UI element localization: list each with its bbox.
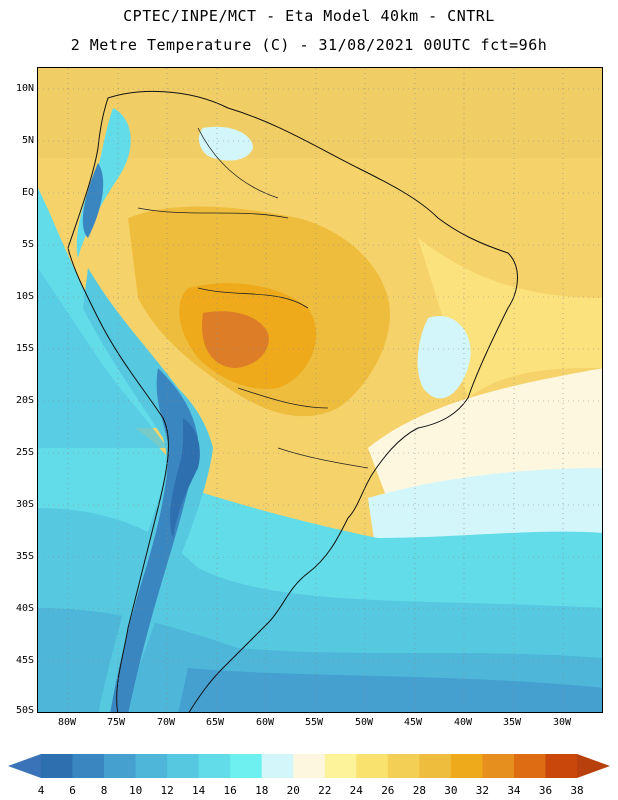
colorbar-label: 38 (570, 784, 584, 797)
tropical-band (38, 68, 602, 158)
lon-label-55w: 55W (304, 717, 324, 728)
lon-label-50w: 50W (354, 717, 374, 728)
lat-label-35s: 35S (15, 551, 34, 562)
colorbar-swatch (419, 754, 452, 778)
colorbar-swatch (482, 754, 515, 778)
map-canvas (38, 68, 602, 712)
lon-label-40w: 40W (453, 717, 473, 728)
colorbar-swatch (450, 754, 483, 778)
lon-label-60w: 60W (255, 717, 275, 728)
colorbar-low-arrow (8, 754, 41, 778)
lon-label-30w: 30W (552, 717, 572, 728)
colorbar-swatch (104, 754, 137, 778)
hottest-core (202, 311, 269, 368)
lat-label-25s: 25S (15, 447, 34, 458)
lat-label-5n: 5N (21, 135, 34, 146)
colorbar-label: 10 (128, 784, 143, 797)
colorbar-swatch (72, 754, 105, 778)
colorbar-label: 8 (100, 784, 108, 797)
lat-label-45s: 45S (15, 655, 34, 666)
colorbar-swatch (293, 754, 326, 778)
continent-coastline (67, 90, 518, 712)
colorbar-label: 34 (507, 784, 521, 797)
colorbar-label: 22 (318, 784, 332, 797)
colorbar-swatch (198, 754, 231, 778)
colorbar-label: 28 (412, 784, 426, 797)
colorbar-swatch (167, 754, 200, 778)
colorbar-label: 36 (538, 784, 553, 797)
country-borders (137, 127, 369, 469)
colorbar-label: 16 (223, 784, 237, 797)
lon-label-45w: 45W (403, 717, 423, 728)
lon-label-35w: 35W (502, 717, 522, 728)
colorbar-swatch (135, 754, 168, 778)
colorbar-swatch (356, 754, 389, 778)
colorbar-swatch (230, 754, 263, 778)
colorbar-label: 4 (37, 784, 45, 797)
colorbar-swatch (41, 754, 74, 778)
map-subtitle: 2 Metre Temperature (C) - 31/08/2021 00U… (70, 36, 548, 54)
colorbar-label: 6 (69, 784, 76, 797)
colorbar-swatch (513, 754, 546, 778)
colorbar-label: 12 (160, 784, 174, 797)
colorbar-label: 26 (381, 784, 395, 797)
colorbar-swatches (41, 754, 578, 778)
deep-cold-ocean (178, 668, 602, 712)
lat-label-5s: 5S (21, 239, 34, 250)
pacific-cooler-strip (38, 268, 168, 448)
lat-label-10s: 10S (15, 291, 34, 302)
colorbar-label: 32 (475, 784, 490, 797)
colorbar-high-arrow (577, 754, 610, 778)
colorbar-swatch (545, 754, 578, 778)
lat-label-30s: 30S (15, 499, 34, 510)
temperature-map[interactable] (37, 67, 603, 713)
colorbar-label: 20 (286, 784, 300, 797)
colorbar-label: 30 (444, 784, 458, 797)
colorbar-swatch (261, 754, 294, 778)
lon-label-70w: 70W (156, 717, 176, 728)
se-brazil-cool-pocket (417, 316, 471, 399)
lat-label-10n: 10N (15, 83, 34, 94)
andes-cold-belt (110, 368, 198, 712)
lat-label-15s: 15S (15, 343, 34, 354)
guiana-cool-patch (198, 126, 253, 161)
andes-coldest-belt (170, 418, 200, 538)
lon-label-65w: 65W (205, 717, 225, 728)
map-title: CPTEC/INPE/MCT - Eta Model 40km - CNTRL (123, 7, 495, 25)
lat-label-eq: EQ (21, 187, 34, 198)
colorbar-swatch (387, 754, 420, 778)
colorbar-label: 18 (255, 784, 269, 797)
colorbar-swatch (324, 754, 357, 778)
northern-andes-cold (82, 163, 104, 238)
lat-label-40s: 40S (15, 603, 34, 614)
lon-label-80w: 80W (57, 717, 77, 728)
colorbar-label: 24 (349, 784, 363, 797)
colorbar-label: 14 (192, 784, 206, 797)
lat-label-50s: 50S (15, 705, 34, 716)
lon-label-75w: 75W (106, 717, 126, 728)
lat-label-20s: 20S (15, 395, 34, 406)
colorbar (8, 754, 610, 778)
